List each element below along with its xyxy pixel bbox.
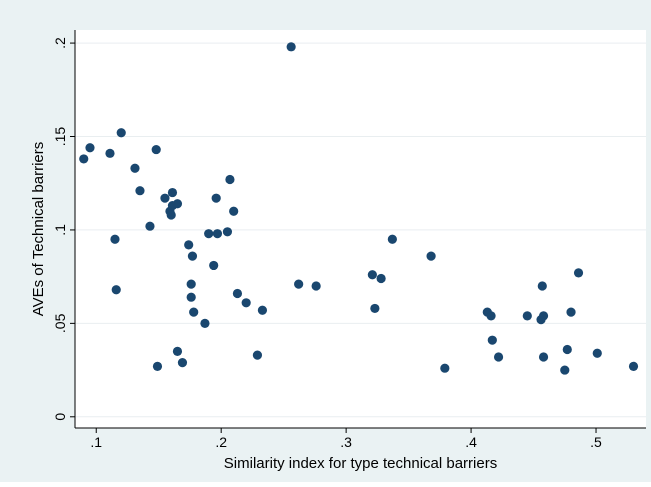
data-point-15 — [167, 187, 178, 198]
x-tick-label-1: .2 — [215, 434, 227, 450]
data-point-6 — [130, 163, 140, 173]
data-point-48 — [493, 352, 504, 362]
data-point-58 — [592, 348, 602, 358]
y-tick-label-0: 0 — [52, 413, 68, 421]
data-point-10 — [152, 361, 163, 371]
data-point-21 — [186, 292, 196, 302]
x-tick-label-0: .1 — [90, 434, 102, 450]
data-point-54 — [560, 365, 570, 375]
data-point-38 — [311, 281, 321, 291]
data-point-28 — [212, 229, 223, 239]
data-point-3 — [110, 234, 120, 244]
data-point-43 — [426, 251, 436, 261]
data-point-16 — [172, 199, 183, 209]
data-point-59 — [628, 361, 639, 371]
data-point-26 — [209, 260, 219, 271]
data-point-40 — [370, 303, 380, 314]
data-point-7 — [135, 186, 145, 196]
data-point-33 — [241, 298, 251, 308]
data-point-55 — [562, 344, 572, 355]
data-point-13 — [166, 210, 176, 220]
data-point-31 — [229, 206, 239, 216]
data-point-11 — [160, 193, 170, 203]
gridlines — [75, 42, 646, 418]
ticks: .1 .2 .3 .4 .5 0 .05 .1 .15 .2 — [52, 37, 602, 450]
data-point-34 — [252, 350, 263, 360]
x-axis-label: Similarity index for type technical barr… — [224, 455, 497, 472]
data-point-30 — [225, 174, 235, 185]
axes — [74, 30, 646, 429]
data-point-23 — [189, 307, 199, 317]
data-point-41 — [376, 273, 386, 284]
data-point-0 — [79, 154, 89, 164]
y-axis-label: AVEs of Technical barriers — [30, 142, 47, 317]
data-point-49 — [522, 311, 532, 321]
data-point-22 — [187, 251, 198, 261]
x-tick-label-3: .4 — [465, 434, 477, 450]
data-point-17 — [172, 346, 183, 356]
data-point-36 — [286, 42, 296, 52]
data-point-56 — [566, 307, 576, 317]
data-point-24 — [200, 318, 210, 328]
y-tick-label-2: .1 — [52, 224, 68, 236]
data-point-19 — [184, 240, 194, 250]
data-point-4 — [111, 285, 121, 295]
data-point-5 — [116, 128, 126, 138]
data-point-42 — [387, 234, 397, 244]
data-point-35 — [257, 305, 268, 315]
y-tick-label-3: .15 — [52, 127, 68, 147]
x-tick-label-2: .3 — [340, 434, 352, 450]
data-point-2 — [105, 148, 115, 158]
data-point-20 — [186, 279, 196, 289]
data-point-9 — [151, 144, 161, 155]
data-point-25 — [204, 229, 214, 239]
data-point-29 — [222, 227, 233, 237]
data-point-51 — [537, 281, 547, 291]
data-point-46 — [486, 311, 496, 321]
y-tick-label-1: .05 — [52, 313, 68, 333]
data-point-37 — [294, 279, 304, 289]
data-point-32 — [232, 288, 243, 299]
data-point-1 — [85, 143, 95, 153]
x-tick-label-4: .5 — [590, 434, 602, 450]
data-point-57 — [573, 268, 584, 278]
data-point-47 — [487, 335, 497, 345]
data-point-44 — [440, 363, 450, 373]
data-point-8 — [145, 221, 155, 231]
plot-area — [75, 30, 646, 428]
y-tick-label-4: .2 — [52, 37, 68, 49]
data-point-18 — [177, 358, 188, 368]
data-point-39 — [367, 270, 377, 280]
data-point-27 — [211, 193, 221, 203]
data-points — [79, 42, 639, 375]
data-point-53 — [538, 352, 549, 362]
data-point-52 — [538, 311, 549, 321]
